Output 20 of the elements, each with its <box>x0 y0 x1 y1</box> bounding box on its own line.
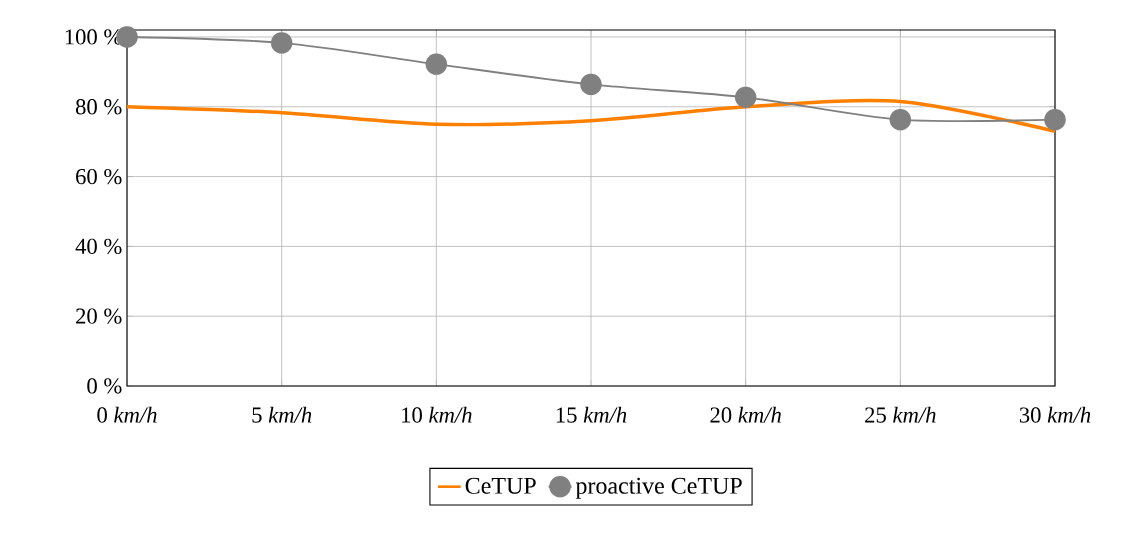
y-tick-label: 40 % <box>75 238 122 255</box>
point <box>889 108 912 131</box>
x-tick-label: 30 km/h <box>1019 406 1091 423</box>
point <box>580 73 602 96</box>
y-tick-label: 0 % <box>87 378 122 394</box>
point <box>1044 108 1066 131</box>
y-tick-label: 80 % <box>75 99 122 115</box>
point <box>734 86 757 109</box>
x-tick-label: 10 km/h <box>402 406 472 423</box>
x-tick-label: 5 km/h <box>252 406 312 423</box>
legend-label: CeTUP <box>465 477 536 494</box>
y-tick-label: 60 % <box>76 168 122 185</box>
y-tick-label: 20 % <box>76 308 122 324</box>
x-tick-label: 0 km/h <box>97 406 157 423</box>
point <box>270 32 293 54</box>
x-tick-label: 25 km/h <box>865 406 936 423</box>
point <box>425 53 448 75</box>
x-tick-label: 15 km/h <box>556 406 627 423</box>
x-tick-label: 20 km/h <box>710 406 781 423</box>
legend-label: proactive CeTUP <box>575 477 742 499</box>
